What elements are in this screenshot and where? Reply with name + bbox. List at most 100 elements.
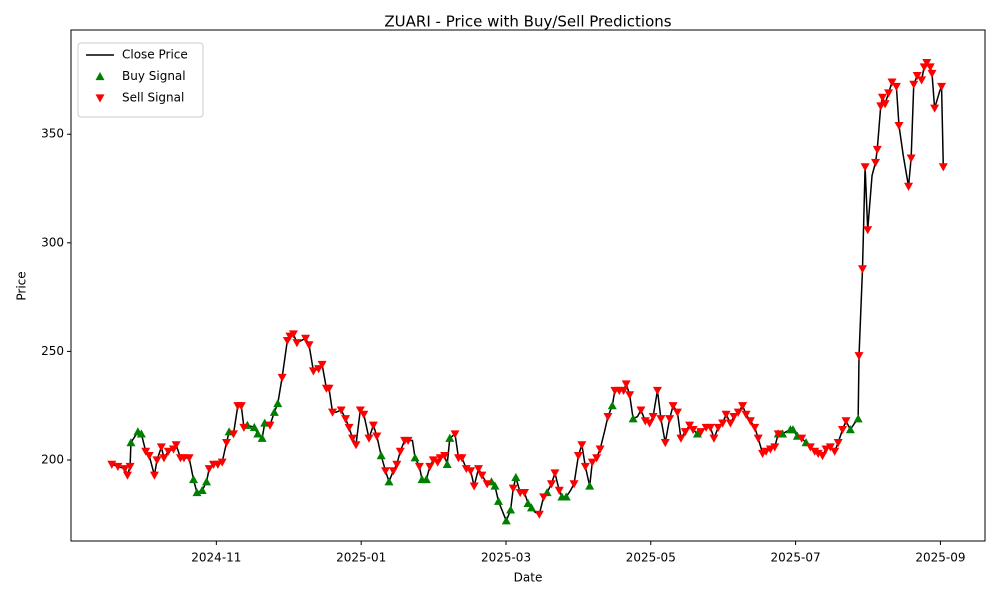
- buy-marker: [126, 438, 136, 447]
- sell-marker: [797, 434, 807, 443]
- sell-marker: [672, 408, 682, 417]
- sell-marker: [368, 421, 378, 430]
- sell-marker: [508, 484, 518, 493]
- sell-marker: [149, 471, 159, 480]
- sell-marker: [877, 93, 887, 102]
- sell-marker: [457, 454, 467, 463]
- sell-marker: [450, 430, 460, 439]
- x-tick-label: 2025-01: [336, 551, 386, 565]
- sell-marker: [388, 467, 398, 476]
- sell-marker: [640, 417, 650, 426]
- buy-marker: [410, 453, 420, 462]
- legend-swatch: [95, 72, 105, 81]
- sell-marker: [668, 402, 678, 411]
- buy-marker: [269, 407, 279, 416]
- sell-marker: [656, 415, 666, 424]
- legend-box: [77, 42, 204, 118]
- sell-marker: [741, 410, 751, 419]
- sell-marker: [912, 72, 922, 81]
- sell-marker: [733, 408, 743, 417]
- sell-marker: [120, 465, 130, 474]
- x-tick-label: 2025-07: [771, 551, 821, 565]
- buy-marker: [692, 429, 702, 438]
- x-tick-label: 2025-05: [626, 551, 676, 565]
- sell-marker: [580, 462, 590, 472]
- sell-marker: [854, 352, 864, 361]
- sell-marker: [930, 104, 940, 113]
- sell-marker: [573, 452, 583, 461]
- sell-marker: [554, 486, 564, 495]
- sell-marker: [425, 462, 435, 472]
- sell-marker: [113, 462, 123, 472]
- sell-marker: [830, 447, 840, 456]
- legend-label: Buy Signal: [122, 69, 186, 83]
- sell-marker: [696, 428, 706, 437]
- sell-marker: [314, 365, 324, 374]
- buy-marker: [523, 498, 533, 508]
- sell-marker: [171, 441, 181, 450]
- sell-marker: [440, 452, 450, 461]
- buy-marker: [490, 481, 500, 490]
- buy-marker: [493, 496, 503, 505]
- sell-marker: [351, 441, 361, 450]
- sell-marker: [665, 415, 675, 424]
- buy-marker: [778, 429, 788, 438]
- axes-frame: [70, 29, 986, 542]
- sell-marker: [909, 80, 919, 89]
- sell-marker: [222, 439, 232, 448]
- sell-marker: [625, 391, 635, 400]
- buy-marker: [501, 516, 511, 525]
- sell-marker: [344, 423, 354, 432]
- x-tick-label: 2025-03: [481, 551, 531, 565]
- buy-marker: [192, 488, 202, 497]
- sell-marker: [938, 163, 948, 172]
- y-tick-label: 250: [41, 344, 64, 358]
- sell-marker: [288, 330, 298, 339]
- buy-marker: [845, 425, 855, 434]
- buy-marker: [260, 418, 270, 427]
- sell-marker: [713, 423, 723, 432]
- sell-marker: [292, 339, 302, 348]
- sell-marker: [705, 423, 715, 432]
- sell-marker: [347, 434, 357, 443]
- buy-marker: [253, 429, 263, 438]
- buy-marker: [628, 414, 638, 423]
- x-tick-label: 2025-09: [915, 551, 965, 565]
- sell-marker: [355, 406, 365, 415]
- sell-marker: [676, 434, 686, 443]
- buy-marker: [136, 429, 146, 438]
- sell-marker: [414, 462, 424, 472]
- buy-marker: [273, 399, 283, 408]
- sell-marker: [587, 458, 597, 467]
- sell-marker: [204, 465, 214, 474]
- sell-marker: [301, 334, 311, 343]
- sell-marker: [395, 447, 405, 456]
- buy-marker: [788, 425, 798, 434]
- sell-marker: [156, 443, 166, 452]
- sell-marker: [372, 432, 382, 441]
- y-axis-label: Price: [15, 271, 29, 300]
- sell-marker: [550, 469, 560, 478]
- sell-marker: [773, 430, 783, 439]
- buy-marker: [249, 422, 259, 432]
- sell-marker: [891, 82, 901, 91]
- buy-marker: [561, 492, 571, 501]
- sell-marker: [466, 467, 476, 476]
- sell-marker: [577, 441, 587, 450]
- sell-marker: [603, 412, 613, 422]
- buy-marker: [585, 481, 595, 490]
- plot-area: [107, 58, 948, 525]
- buy-marker: [511, 472, 521, 481]
- sell-marker: [680, 428, 690, 437]
- sell-marker: [813, 449, 823, 458]
- buy-marker: [442, 459, 452, 468]
- sell-marker: [648, 412, 658, 422]
- sell-marker: [887, 78, 897, 87]
- sell-marker: [880, 100, 890, 109]
- sell-marker: [144, 452, 154, 461]
- sell-marker: [906, 154, 916, 163]
- sell-marker: [619, 386, 629, 396]
- buy-marker: [607, 401, 617, 410]
- sell-marker: [534, 510, 544, 519]
- buy-marker: [421, 475, 431, 484]
